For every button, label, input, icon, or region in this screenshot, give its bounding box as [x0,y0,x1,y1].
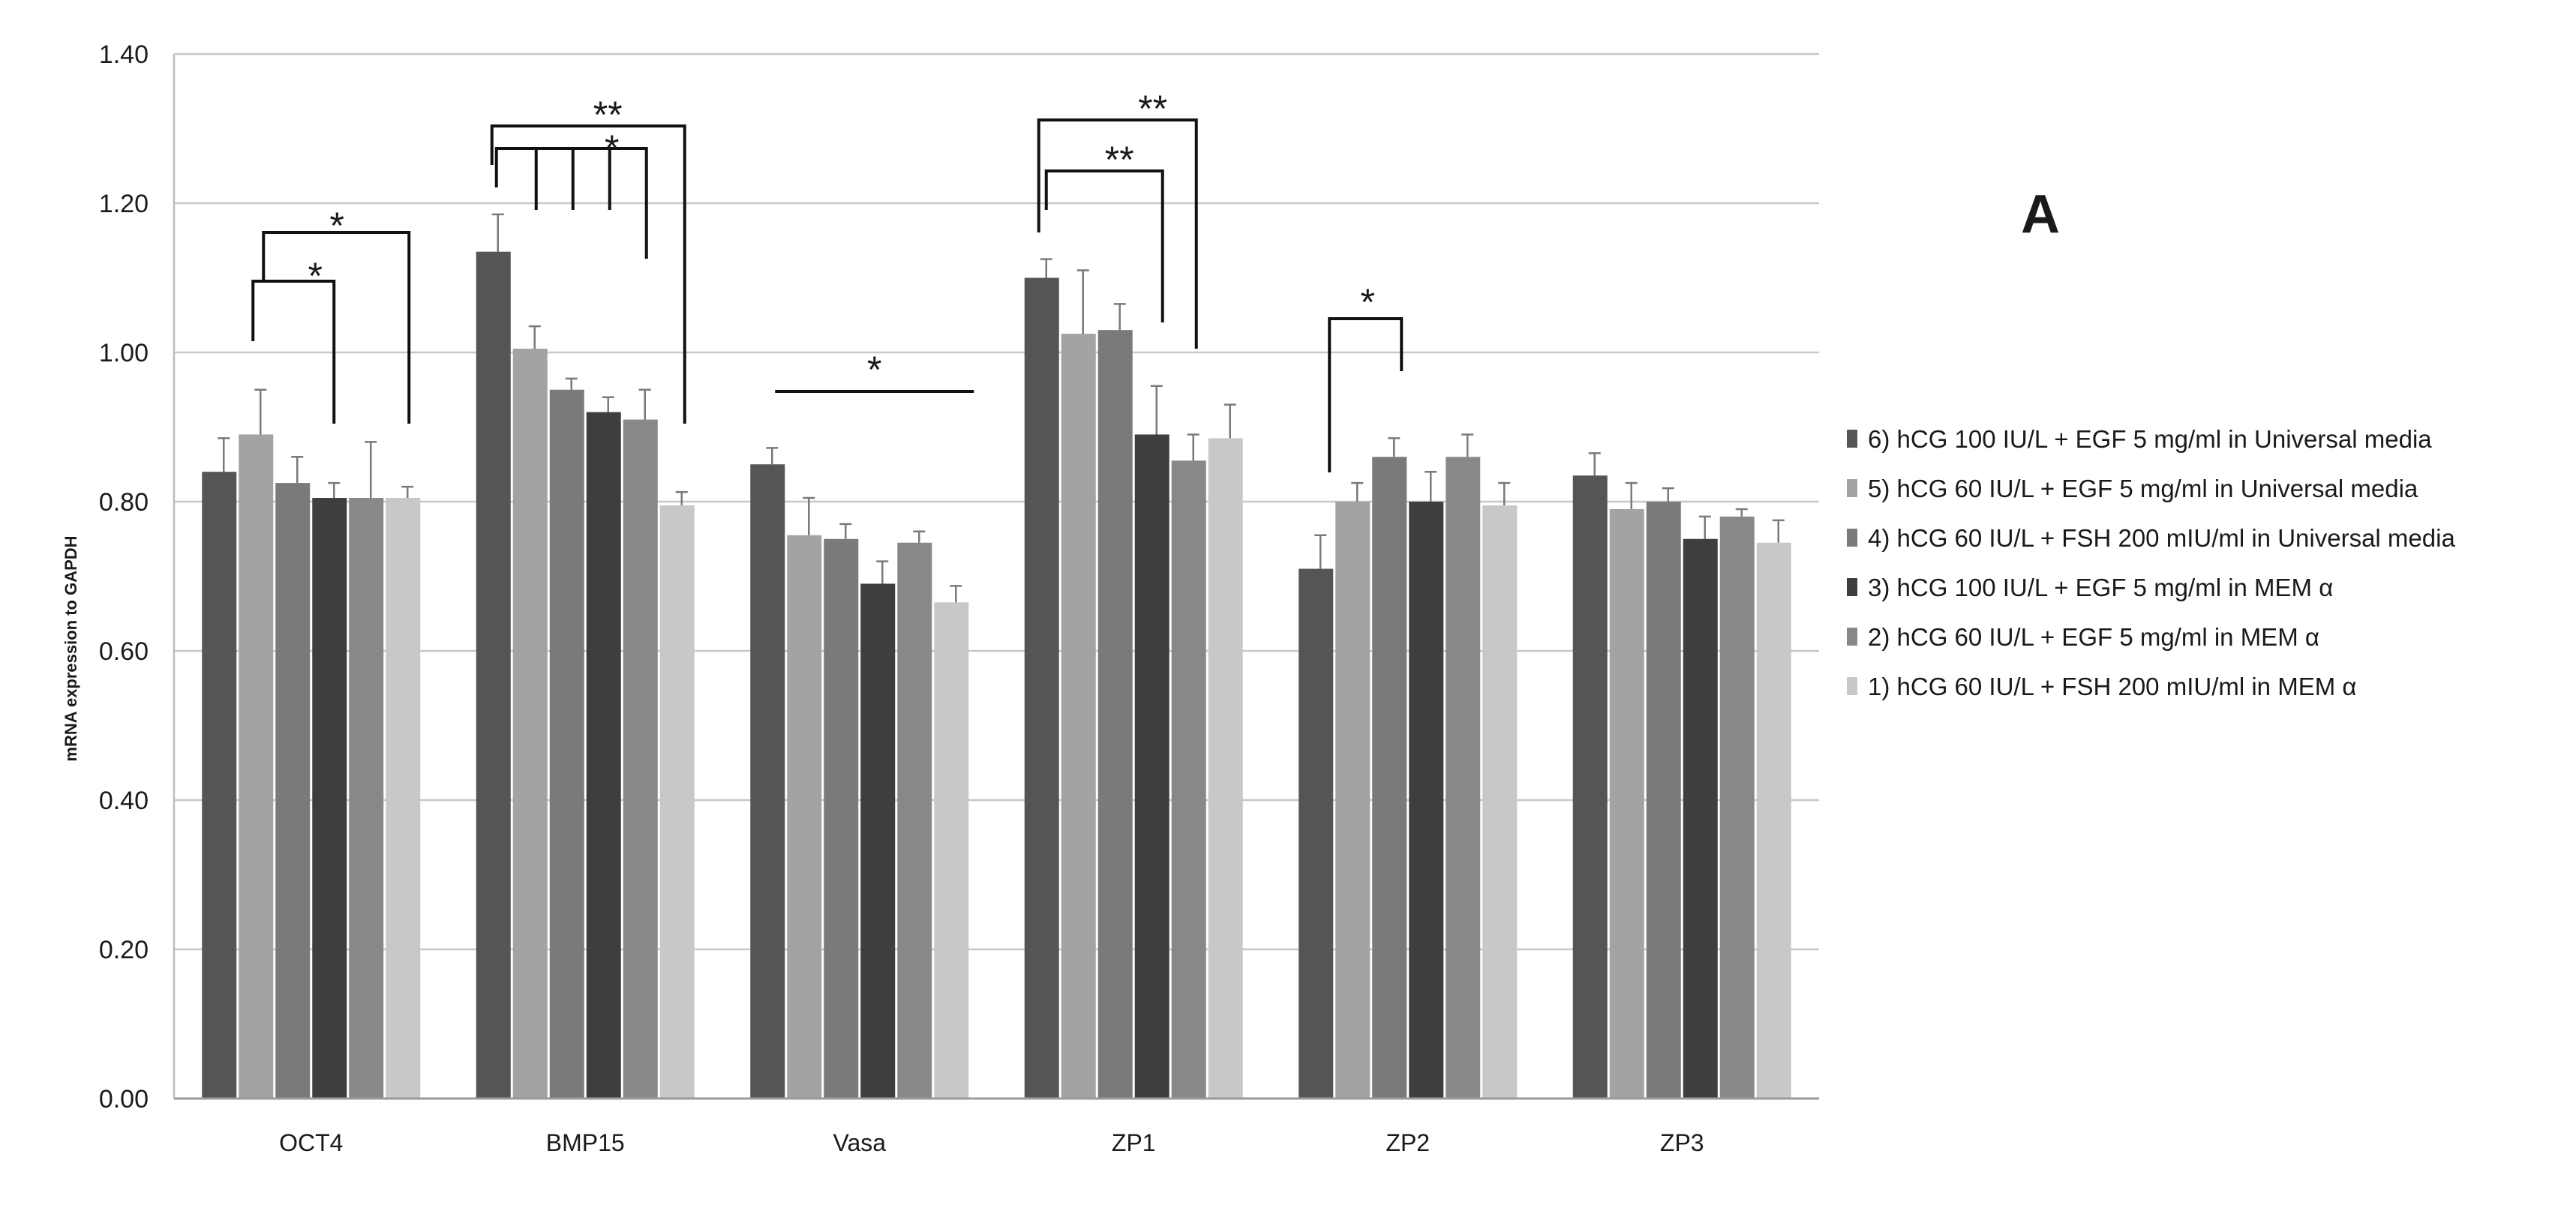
y-tick-label: 0.00 [99,1085,149,1114]
y-tick-label: 1.40 [99,40,149,69]
bar [312,498,347,1099]
significance-label: * [330,205,344,247]
gridlines [174,52,1819,951]
category-label: ZP1 [1112,1129,1156,1156]
bar [1299,568,1334,1099]
bar [1409,502,1444,1099]
y-tick-label: 1.20 [99,190,149,218]
y-tick-label: 0.60 [99,637,149,666]
significance-bracket [1037,118,1198,349]
bar [476,251,511,1099]
y-tick-label: 0.40 [99,787,149,815]
legend-label: 6) hCG 100 IU/L + EGF 5 mg/ml in Univers… [1868,425,2432,453]
y-tick-label: 0.80 [99,488,149,517]
y-tick-label: 1.00 [99,339,149,367]
legend-swatch [1847,677,1857,695]
legend-swatch [1847,628,1857,646]
legend-label: 5) hCG 60 IU/L + EGF 5 mg/ml in Universa… [1868,475,2418,502]
legend-swatch [1847,529,1857,547]
bar [1572,475,1608,1099]
legend-label: 1) hCG 60 IU/L + FSH 200 mIU/ml in MEM α [1868,673,2356,700]
bar [1097,330,1133,1099]
bar [549,389,584,1099]
legend: 6) hCG 100 IU/L + EGF 5 mg/ml in Univers… [1847,425,2455,700]
significance-bracket [251,280,336,424]
bar [1482,505,1518,1099]
legend-swatch [1847,430,1857,448]
bar [623,419,658,1099]
bar [897,542,932,1099]
bar [512,349,548,1099]
bars [202,213,1791,1099]
bar [1446,457,1481,1099]
legend-swatch [1847,479,1857,497]
bar [1208,438,1243,1099]
bar [586,412,621,1099]
bar [1609,508,1644,1099]
legend-label: 4) hCG 60 IU/L + FSH 200 mIU/ml in Unive… [1868,524,2455,552]
significance-label: ** [593,94,623,136]
significance-bracket [1044,169,1164,322]
category-label: BMP15 [546,1129,625,1156]
bar [349,498,384,1099]
bar [239,434,274,1099]
panel-label: A [2021,184,2060,244]
axes: 0.00 0.20 0.40 0.60 0.80 1.00 1.20 1.40 OCT4 BMP1… [99,40,1819,1156]
bar [1719,516,1755,1099]
significance-label: * [605,127,619,169]
bar [787,535,822,1099]
bar [824,538,859,1099]
category-label: ZP2 [1386,1129,1430,1156]
legend-label: 2) hCG 60 IU/L + EGF 5 mg/ml in MEM α [1868,623,2319,651]
significance-bracket [262,231,411,424]
bar [1134,434,1169,1099]
significance-label: * [867,349,881,391]
y-axis-label: mRNA expression to GAPDH [62,535,80,761]
significance-label: ** [1138,88,1167,130]
category-label: Vasa [833,1129,886,1156]
significance-label: * [308,255,323,297]
significance-annotations: *********** [251,88,1404,472]
bar [1756,542,1791,1099]
bar [1335,502,1371,1099]
significance-label: * [1361,281,1375,323]
legend-label: 3) hCG 100 IU/L + EGF 5 mg/ml in MEM α [1868,574,2333,601]
bar [1646,502,1681,1099]
bar [934,602,969,1099]
bar [1024,277,1059,1099]
bar [1683,538,1718,1099]
bar [1061,334,1096,1099]
category-label: ZP3 [1660,1129,1704,1156]
significance-label: ** [1105,139,1134,181]
legend-swatch [1847,578,1857,596]
bar [1372,457,1407,1099]
bar [386,498,421,1099]
bar [275,483,311,1099]
significance-bracket [490,124,686,424]
bar [202,472,237,1099]
bar [750,464,785,1099]
significance-bracket [1328,317,1404,472]
bar [659,505,695,1099]
y-tick-label: 0.20 [99,936,149,964]
bar [1171,460,1206,1099]
category-label: OCT4 [279,1129,343,1156]
bar [860,583,896,1099]
